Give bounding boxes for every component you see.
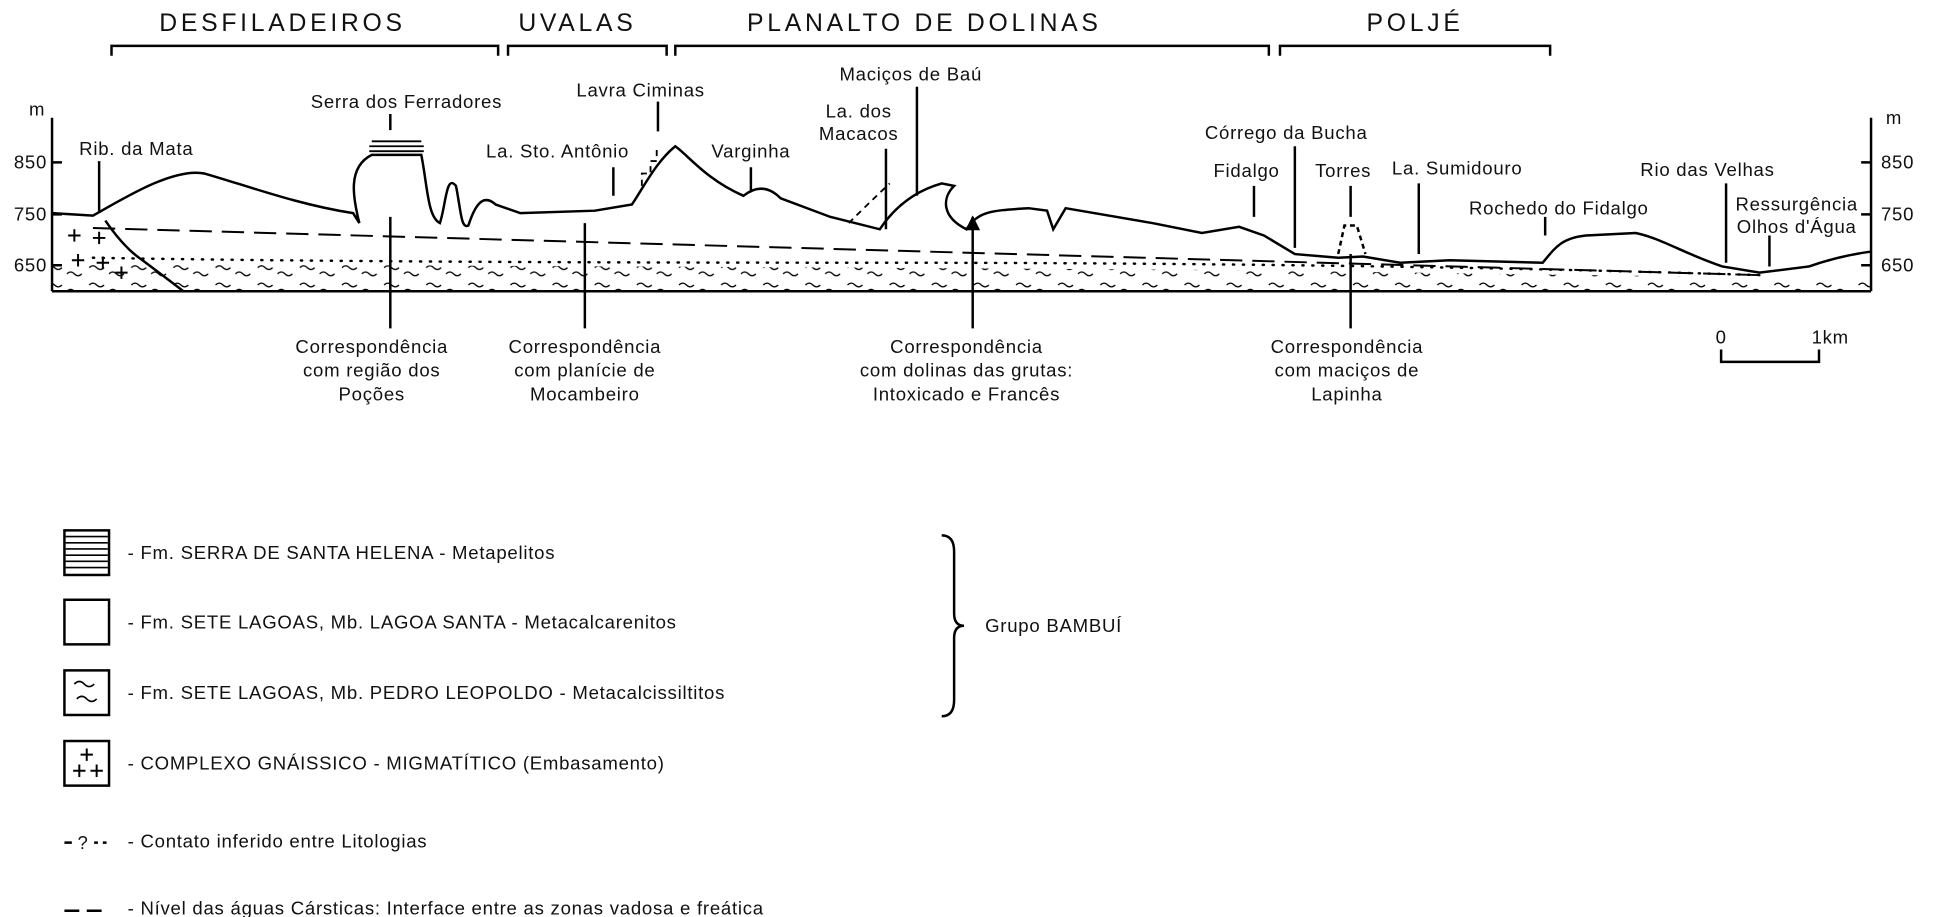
axis-unit: m	[1886, 107, 1902, 128]
place-label: Maciços de Baú	[839, 64, 982, 85]
correspondence-label: Poções	[339, 383, 405, 404]
place-label: Varginha	[711, 140, 790, 161]
legend-text: - COMPLEXO GNÁISSICO - MIGMATÍTICO (Emba…	[128, 753, 665, 774]
tick-label: 650	[1881, 254, 1914, 275]
legend-symbols	[64, 530, 964, 910]
correspondence-label: Correspondência	[509, 336, 662, 357]
correspondence-label: Correspondência	[295, 336, 448, 357]
place-label: Lavra Ciminas	[576, 80, 704, 101]
section-title: PLANALTO DE DOLINAS	[747, 10, 1102, 37]
correspondence-label: com planície de	[514, 360, 655, 381]
group-label: Grupo BAMBUÍ	[985, 615, 1122, 636]
correspondence-label: com maciços de	[1275, 360, 1420, 381]
legend-text: - Fm. SETE LAGOAS, Mb. LAGOA SANTA - Met…	[128, 611, 677, 632]
correspondence-label: Mocambeiro	[530, 383, 640, 404]
place-label: La. Sumidouro	[1392, 158, 1522, 179]
legend-text: - Nível das águas Cársticas: Interface e…	[128, 897, 764, 917]
pointer-lines	[886, 146, 1351, 328]
place-label: Macacos	[819, 123, 899, 144]
place-label: Rochedo do Fidalgo	[1469, 197, 1649, 218]
place-label: Córrego da Bucha	[1205, 122, 1368, 143]
legend-symbol: ?	[77, 832, 88, 853]
section-title: POLJÉ	[1367, 10, 1464, 37]
correspondence-label: com região dos	[303, 360, 440, 381]
place-label: Rio das Velhas	[1640, 159, 1774, 180]
tick-label: 750	[14, 204, 47, 225]
scale-label: 1km	[1812, 326, 1849, 347]
tick-label: 750	[1881, 204, 1914, 225]
correspondence-label: com dolinas das grutas:	[860, 360, 1073, 381]
cross-section-figure: DESFILADEIROS UVALAS PLANALTO DE DOLINAS PO…	[0, 0, 1933, 917]
tick-label: 850	[14, 152, 47, 173]
tick-label: 850	[1881, 152, 1914, 173]
place-label: Olhos d'Água	[1737, 216, 1857, 237]
axis-unit: m	[29, 98, 45, 119]
correspondence-label: Correspondência	[1271, 336, 1424, 357]
header-brackets	[112, 46, 1551, 56]
scale-bar	[1721, 349, 1819, 361]
correspondence-label: Intoxicado e Francês	[873, 383, 1060, 404]
place-label: Serra dos Ferradores	[311, 91, 502, 112]
correspondence-label: Lapinha	[1311, 383, 1382, 404]
place-label: La. dos	[826, 101, 892, 122]
place-label: La. Sto. Antônio	[486, 140, 629, 161]
legend-text: - Fm. SERRA DE SANTA HELENA - Metapelito…	[128, 542, 556, 563]
legend-text: - Contato inferido entre Litologias	[128, 831, 428, 852]
section-title: DESFILADEIROS	[159, 10, 406, 37]
place-label: Rib. da Mata	[79, 138, 193, 159]
legend-text: - Fm. SETE LAGOAS, Mb. PEDRO LEOPOLDO - …	[128, 682, 726, 703]
section-title: UVALAS	[518, 10, 636, 37]
scale-label: 0	[1716, 326, 1727, 347]
tick-label: 650	[14, 254, 47, 275]
labels: DESFILADEIROS UVALAS PLANALTO DE DOLINAS PO…	[14, 10, 1914, 917]
place-label: Torres	[1315, 160, 1371, 181]
place-label: Fidalgo	[1213, 160, 1279, 181]
correspondence-label: Correspondência	[890, 336, 1043, 357]
place-label: Ressurgência	[1735, 194, 1858, 215]
